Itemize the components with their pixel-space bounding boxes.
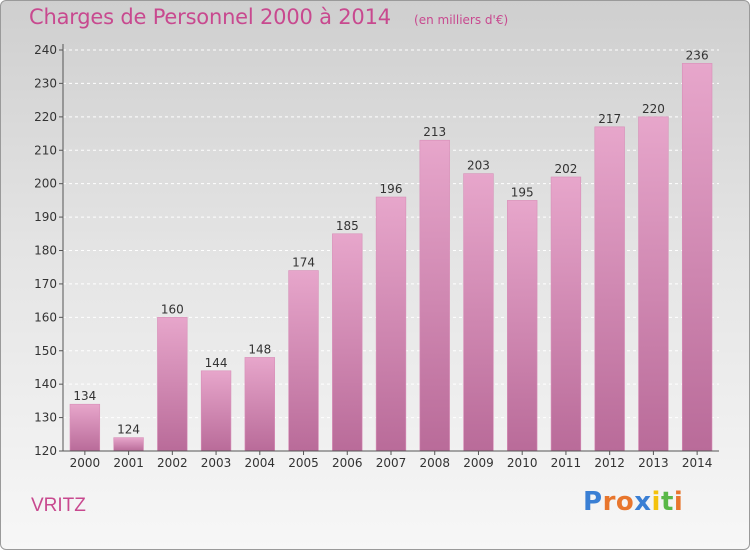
bar	[594, 126, 625, 452]
x-tick-label: 2014	[682, 456, 713, 470]
data-label: 217	[598, 112, 621, 126]
y-tick-label: 120	[34, 444, 57, 458]
data-label: 185	[336, 219, 359, 233]
data-label: 196	[380, 182, 403, 196]
x-tick-label: 2000	[70, 456, 101, 470]
y-tick-label: 170	[34, 277, 57, 291]
bar	[244, 357, 275, 452]
y-tick-label: 130	[34, 411, 57, 425]
bar	[638, 116, 669, 452]
bar	[157, 317, 188, 452]
title-row: Charges de Personnel 2000 à 2014 (en mil…	[29, 5, 508, 29]
x-tick-label: 2001	[113, 456, 144, 470]
bar	[550, 176, 582, 452]
x-tick-label: 2009	[463, 456, 494, 470]
data-label: 160	[161, 302, 184, 316]
chart-unit: (en milliers d'€)	[414, 13, 509, 27]
brand-letter: o	[615, 487, 635, 517]
data-label: 195	[511, 185, 534, 199]
brand-letter: x	[634, 487, 652, 517]
x-tick-label: 2008	[419, 456, 450, 470]
data-label: 236	[686, 48, 709, 62]
y-tick-label: 160	[34, 310, 57, 324]
x-tick-label: 2012	[594, 456, 625, 470]
data-label: 124	[117, 423, 140, 437]
data-label: 213	[423, 125, 446, 139]
bar	[288, 270, 319, 452]
y-tick-label: 240	[34, 43, 57, 57]
x-tick-label: 2010	[507, 456, 538, 470]
bars: 134 124 160 144 148 174 185 196 213 203 195 202 217 2…	[69, 48, 713, 452]
x-tick-label: 2003	[201, 456, 232, 470]
bar	[113, 437, 144, 452]
bar	[332, 233, 363, 452]
bar	[419, 139, 450, 452]
bar	[463, 173, 494, 452]
x-tick-label: 2002	[157, 456, 188, 470]
data-label: 174	[292, 256, 315, 270]
data-label: 134	[73, 389, 96, 403]
bar	[69, 403, 101, 452]
axes: 120 130 140 150 160 170 180 190 200 210 220 230 240 2…	[34, 43, 719, 470]
data-label: 203	[467, 159, 490, 173]
chart-title: Charges de Personnel 2000 à 2014	[29, 5, 391, 29]
y-tick-label: 190	[34, 210, 57, 224]
x-tick-label: 2005	[288, 456, 319, 470]
data-label: 144	[205, 356, 228, 370]
bar	[375, 196, 407, 452]
bar	[507, 200, 538, 452]
y-tick-label: 150	[34, 344, 57, 358]
y-tick-label: 180	[34, 244, 57, 258]
y-tick-label: 220	[34, 110, 57, 124]
x-tick-label: 2004	[245, 456, 276, 470]
data-label: 202	[554, 162, 577, 176]
brand-letter: i	[673, 487, 684, 517]
x-tick-label: 2013	[638, 456, 669, 470]
data-label: 148	[248, 342, 271, 356]
x-tick-label: 2011	[551, 456, 582, 470]
y-tick-label: 210	[34, 143, 57, 157]
commune-name: VRITZ	[31, 495, 86, 516]
brand-letter: t	[660, 487, 674, 517]
brand-letter: r	[602, 487, 616, 517]
x-tick-label: 2006	[332, 456, 363, 470]
brand-letter: i	[651, 487, 661, 517]
bar	[681, 63, 713, 452]
x-tick-label: 2007	[376, 456, 407, 470]
brand-logo: Proxiti	[583, 487, 683, 517]
y-tick-label: 230	[34, 76, 57, 90]
y-tick-label: 140	[34, 377, 57, 391]
data-label: 220	[642, 102, 665, 116]
bar	[200, 370, 232, 452]
y-tick-label: 200	[34, 177, 57, 191]
brand-letter: P	[583, 487, 603, 517]
